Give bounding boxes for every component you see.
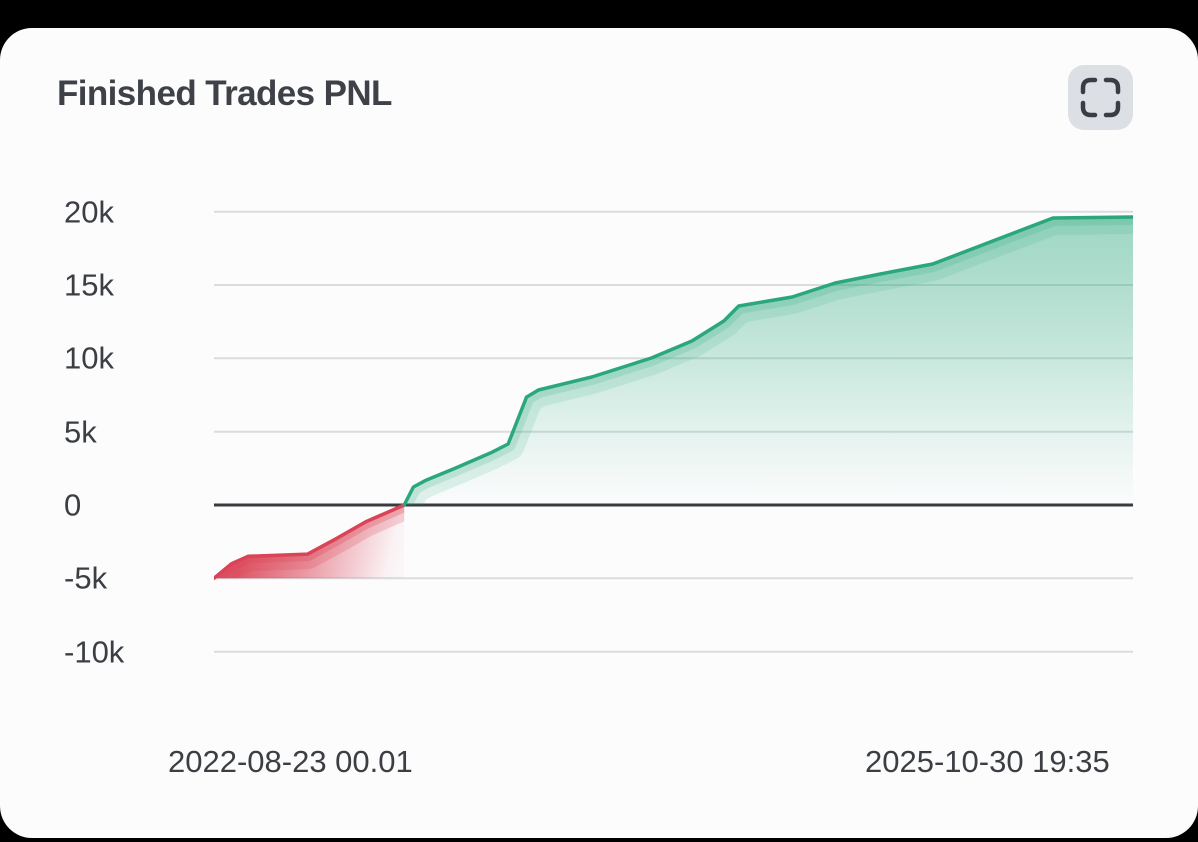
negative-line — [214, 503, 406, 581]
y-axis-label: 5k — [64, 414, 97, 450]
y-axis-label: 10k — [64, 340, 114, 376]
y-axis-label: 15k — [64, 267, 114, 303]
expand-button[interactable] — [1068, 65, 1133, 130]
x-axis-label-start: 2022-08-23 00.01 — [168, 744, 413, 779]
positive-line — [402, 215, 1133, 507]
y-axis-label: 20k — [64, 194, 114, 230]
y-axis-label: -10k — [64, 634, 125, 670]
pnl-chart-svg — [214, 210, 1133, 653]
negative-area — [214, 505, 405, 579]
page-title: Finished Trades PNL — [57, 74, 392, 113]
fullscreen-icon — [1080, 77, 1121, 118]
pnl-card: Finished Trades PNL 20k 15k 10k 5k 0 -5k -10k … — [0, 28, 1198, 838]
x-axis-label-end: 2025-10-30 19:35 — [865, 744, 1110, 779]
y-axis-label: 0 — [64, 487, 82, 523]
y-axis-label: -5k — [64, 560, 108, 596]
positive-area — [404, 217, 1133, 505]
